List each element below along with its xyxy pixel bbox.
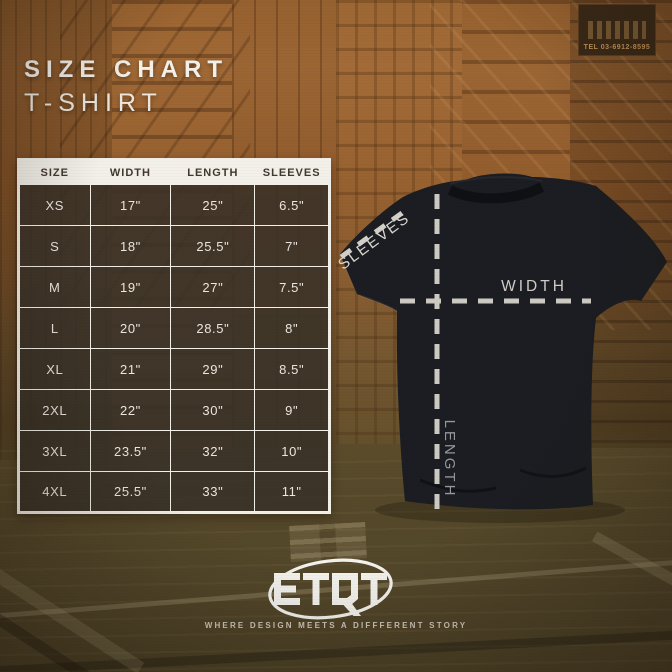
sleeves-cell: 10" xyxy=(254,430,330,472)
size-cell: L xyxy=(18,307,91,349)
table-row: XS 17" 25" 6.5" xyxy=(18,184,330,226)
sleeves-cell: 7" xyxy=(254,225,330,267)
sleeves-cell: 8.5" xyxy=(254,348,330,390)
tel-sign-rows xyxy=(587,21,647,39)
length-label: LENGTH xyxy=(441,420,458,499)
tshirt-diagram: SLEEVES WIDTH LENGTH xyxy=(335,173,667,523)
width-cell: 19" xyxy=(89,266,172,308)
sleeves-cell: 11" xyxy=(254,471,330,513)
size-cell: 3XL xyxy=(18,430,91,472)
page-title: SIZE CHART xyxy=(24,56,228,83)
logo-letter-q xyxy=(332,573,358,605)
table-row: 4XL 25.5" 33" 11" xyxy=(18,471,330,513)
table-row: XL 21" 29" 8.5" xyxy=(18,348,330,390)
logo-letter-e xyxy=(274,573,300,605)
logo-ellipse xyxy=(268,558,393,620)
length-cell: 28.5" xyxy=(170,307,256,349)
length-cell: 30" xyxy=(170,389,256,431)
tshirt-wrinkle xyxy=(519,466,587,479)
brand-tagline: WHERE DESIGN MEETS A DIFFFERENT STORY xyxy=(204,621,468,630)
width-cell: 18" xyxy=(89,225,172,267)
width-column-header: WIDTH xyxy=(89,159,172,185)
size-cell: M xyxy=(18,266,91,308)
width-cell: 23.5" xyxy=(89,430,172,472)
logo-letter-t xyxy=(303,573,329,605)
page-subtitle: T-SHIRT xyxy=(24,89,163,117)
tshirt-wrinkle xyxy=(419,478,497,493)
size-table: SIZE WIDTH LENGTH SLEEVES XS 17" 25" 6.5… xyxy=(17,158,331,514)
logo-text: ETQT xyxy=(0,0,1,1)
table-row: 3XL 23.5" 32" 10" xyxy=(18,430,330,472)
width-cell: 25.5" xyxy=(89,471,172,513)
tel-sign-text: TEL 03-6912-8595 xyxy=(583,44,651,51)
table-row: 2XL 22" 30" 9" xyxy=(18,389,330,431)
size-cell: XS xyxy=(18,184,91,226)
logo-letter-t2 xyxy=(361,573,387,605)
size-cell: 4XL xyxy=(18,471,91,513)
length-cell: 25" xyxy=(170,184,256,226)
size-cell: S xyxy=(18,225,91,267)
heading-block: SIZE CHART T-SHIRT xyxy=(24,56,228,118)
tshirt-seam xyxy=(358,294,398,312)
size-column-header: SIZE xyxy=(18,159,91,185)
size-cell: XL xyxy=(18,348,91,390)
width-cell: 20" xyxy=(89,307,172,349)
table-header-row: SIZE WIDTH LENGTH SLEEVES xyxy=(18,159,330,185)
length-column-header: LENGTH xyxy=(170,159,256,185)
table-row: S 18" 25.5" 7" xyxy=(18,225,330,267)
tshirt-collar-rim xyxy=(449,176,543,185)
length-cell: 25.5" xyxy=(170,225,256,267)
tshirt-shape xyxy=(340,173,667,510)
background-tel-sign: TEL 03-6912-8595 xyxy=(578,4,656,56)
sleeves-cell: 9" xyxy=(254,389,330,431)
width-cell: 21" xyxy=(89,348,172,390)
width-cell: 22" xyxy=(89,389,172,431)
table-row: M 19" 27" 7.5" xyxy=(18,266,330,308)
logo-letter-q-tail xyxy=(343,601,361,616)
length-cell: 32" xyxy=(170,430,256,472)
sleeves-cell: 6.5" xyxy=(254,184,330,226)
size-cell: 2XL xyxy=(18,389,91,431)
sleeves-cell: 8" xyxy=(254,307,330,349)
width-cell: 17" xyxy=(89,184,172,226)
length-cell: 29" xyxy=(170,348,256,390)
length-cell: 33" xyxy=(170,471,256,513)
table-row: L 20" 28.5" 8" xyxy=(18,307,330,349)
width-label: WIDTH xyxy=(501,278,567,295)
etqt-logo xyxy=(268,558,393,620)
tshirt-collar xyxy=(447,182,545,204)
length-cell: 27" xyxy=(170,266,256,308)
sleeves-cell: 7.5" xyxy=(254,266,330,308)
sleeves-column-header: SLEEVES xyxy=(254,159,330,185)
